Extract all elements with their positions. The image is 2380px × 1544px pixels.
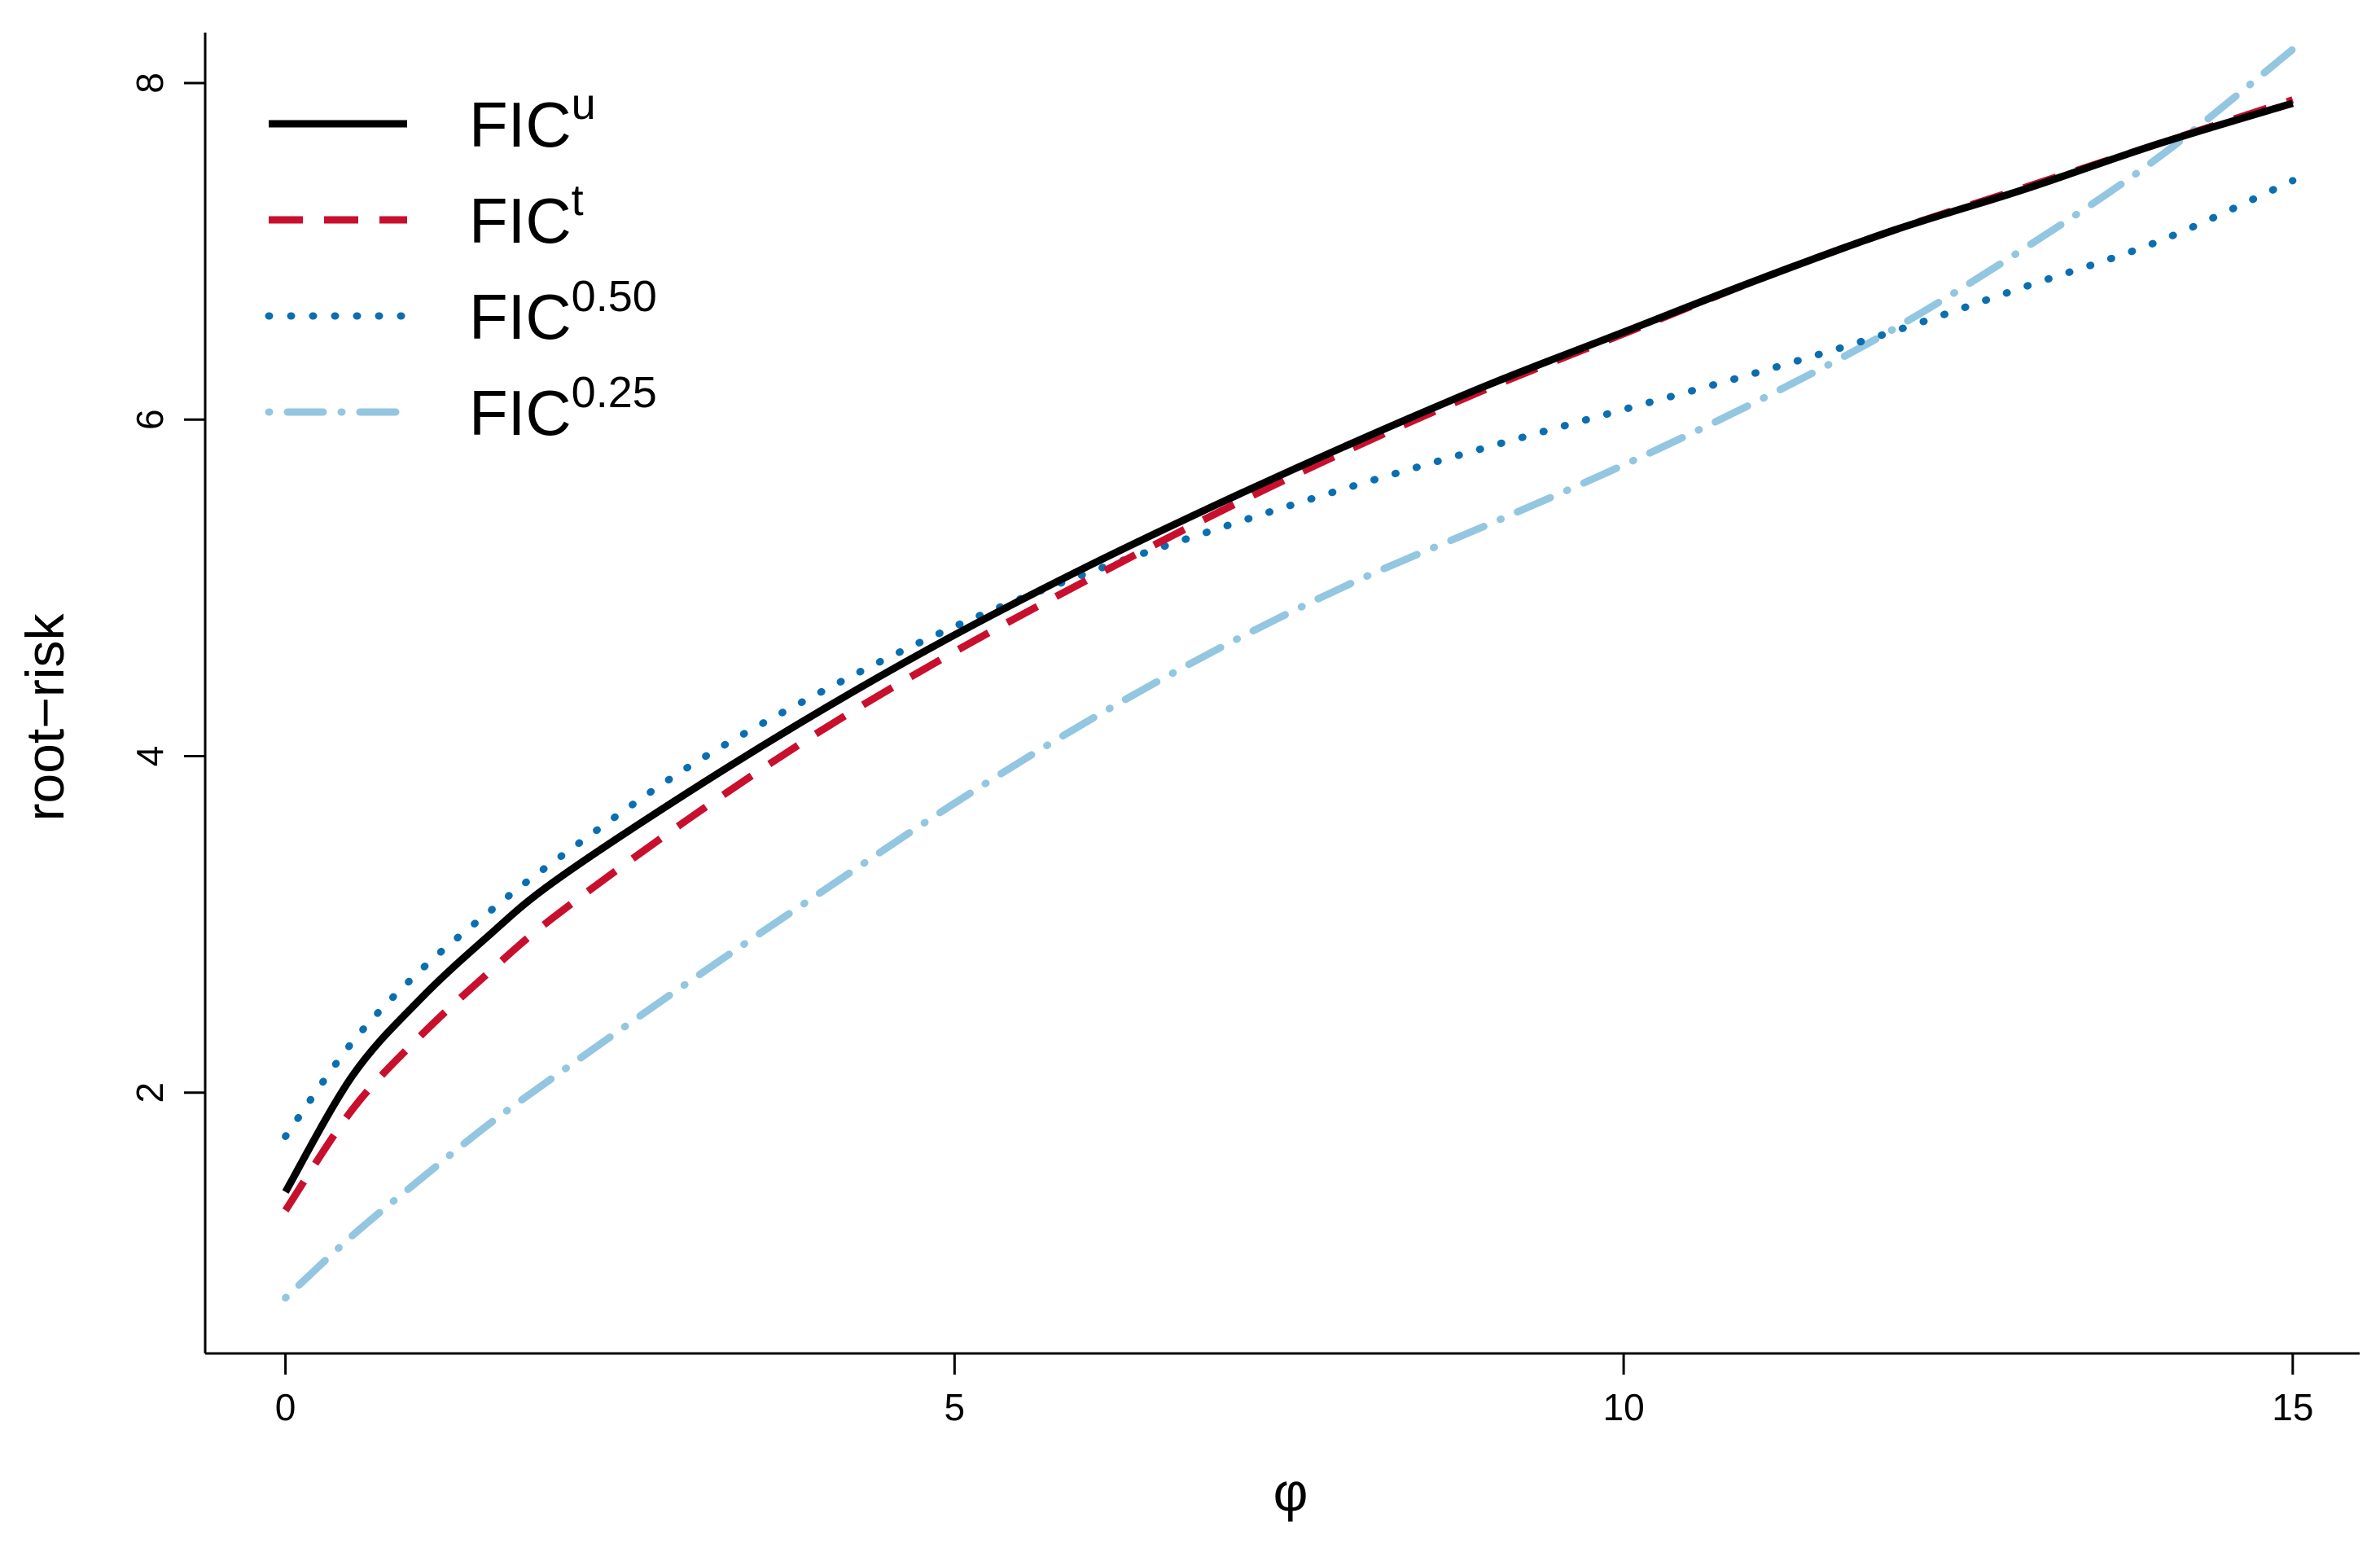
series-lines bbox=[282, 46, 2297, 1302]
series-line-025 bbox=[282, 46, 2297, 1302]
series-line-u bbox=[282, 99, 2295, 1194]
y-ticks: 2 4 6 8 bbox=[129, 72, 205, 1103]
legend-label: FIC0.50 bbox=[469, 272, 657, 353]
legend-item: FICt bbox=[269, 176, 584, 257]
legend-label: FIC0.25 bbox=[469, 368, 657, 449]
legend-label: FICu bbox=[469, 80, 596, 160]
x-axis-label: φ bbox=[1273, 1462, 1308, 1522]
legend-item: FIC0.50 bbox=[265, 272, 657, 353]
legend-label-base: FIC bbox=[469, 377, 572, 449]
y-axis-label: root−risk bbox=[15, 613, 75, 822]
legend-label: FICt bbox=[469, 176, 584, 257]
axes bbox=[204, 33, 2360, 1355]
y-tick-label: 2 bbox=[129, 1082, 171, 1103]
x-ticks: 0 5 10 15 bbox=[275, 1353, 2313, 1428]
series-line-050 bbox=[282, 177, 2297, 1140]
y-tick-label: 6 bbox=[129, 409, 171, 430]
y-tick-label: 8 bbox=[129, 72, 171, 94]
x-tick-label: 0 bbox=[275, 1386, 296, 1428]
x-tick-label: 10 bbox=[1603, 1386, 1645, 1428]
legend-label-sup: 0.25 bbox=[572, 368, 657, 417]
legend-label-sup: t bbox=[572, 176, 584, 225]
legend-item: FIC0.25 bbox=[265, 368, 657, 449]
legend-label-base: FIC bbox=[469, 89, 572, 160]
legend-label-base: FIC bbox=[469, 281, 572, 353]
y-tick-label: 4 bbox=[129, 746, 171, 767]
x-tick-label: 5 bbox=[945, 1386, 966, 1428]
legend-label-sup: u bbox=[572, 80, 596, 129]
legend-label-sup: 0.50 bbox=[572, 272, 657, 321]
x-tick-label: 15 bbox=[2272, 1386, 2313, 1428]
legend-item: FICu bbox=[269, 80, 596, 160]
legend-label-base: FIC bbox=[469, 185, 572, 257]
